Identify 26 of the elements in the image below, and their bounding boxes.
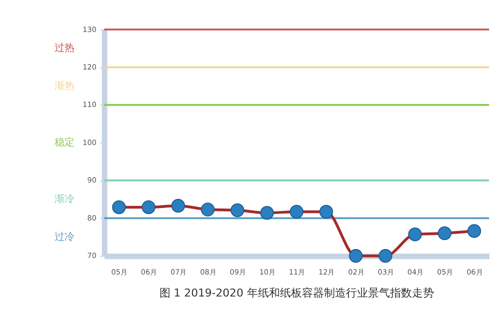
text: 图 1 2019-2020 年纸和纸板容器制造行业景气指数走势 xyxy=(159,286,434,300)
y-tick-label: 100 xyxy=(82,138,97,147)
text: 过热 xyxy=(54,42,74,54)
y-tick-label: 110 xyxy=(82,100,97,110)
x-tick-label: 12月 xyxy=(318,267,335,276)
x-tick-label: 10月 xyxy=(259,267,276,276)
x-tick-label: 03月 xyxy=(378,267,394,276)
x-tick-label: 07月 xyxy=(170,267,187,276)
y-tick-label: 70 xyxy=(87,251,97,260)
x-tick-label: 04月 xyxy=(407,267,424,276)
x-tick-label: 05月 xyxy=(436,267,454,276)
y-tick-label: 80 xyxy=(87,213,97,222)
x-tick-label: 02月 xyxy=(348,267,364,276)
text: 渐热 xyxy=(54,80,74,92)
x-tick-label: 11月 xyxy=(288,267,306,276)
x-tick-label: 06月 xyxy=(140,267,158,276)
text: 渐冷 xyxy=(54,193,74,206)
x-tick-label: 08月 xyxy=(200,267,216,276)
x-tick-label: 09月 xyxy=(230,267,246,276)
x-tick-label: 06月 xyxy=(466,267,483,276)
y-tick-label: 120 xyxy=(82,62,97,72)
text: 过冷 xyxy=(54,230,74,243)
x-tick-label: 05月 xyxy=(111,267,128,276)
text: 稳定 xyxy=(54,136,74,148)
y-tick-label: 130 xyxy=(82,24,97,34)
y-tick-label: 90 xyxy=(87,176,97,185)
